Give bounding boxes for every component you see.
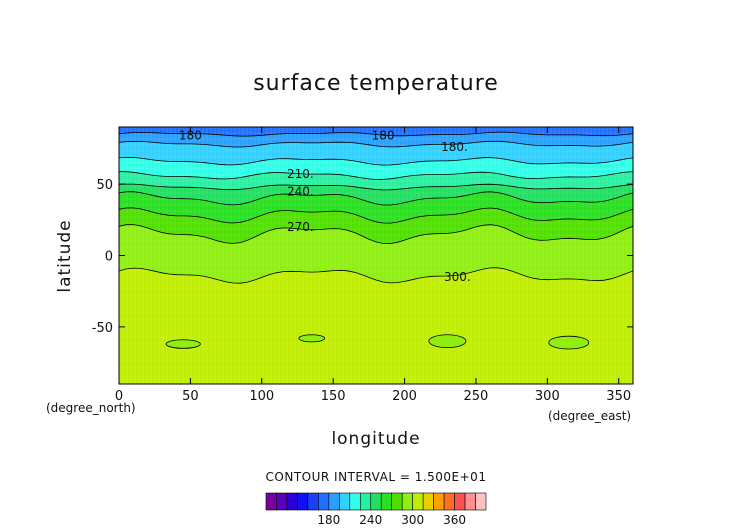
y-axis-ticks: -50 0 50: [92, 178, 633, 336]
colorbar-cell: [286, 492, 298, 511]
contour-line: [119, 224, 633, 245]
cold-patches: [165, 334, 590, 350]
colorbar-cell: [443, 492, 455, 511]
contour-label: 300.: [444, 270, 471, 284]
colorbar-cell: [276, 492, 288, 511]
colorbar-cell: [464, 492, 476, 511]
y-axis-label: latitude: [55, 219, 75, 292]
contour-line: [119, 207, 633, 224]
colorbar-tick-label: 360: [443, 513, 466, 527]
contour-label: 270.: [287, 220, 314, 234]
colorbar-cell: [307, 492, 319, 511]
colorbar-cell: [339, 492, 351, 511]
contour-labels: 180 180 180. 210. 240. 270. 300.: [179, 129, 471, 284]
contour-line: [119, 171, 633, 180]
cold-patch: [165, 339, 201, 349]
colorbar-cell: [265, 492, 277, 511]
contour-interval-text: CONTOUR INTERVAL = 1.500E+01: [266, 470, 487, 484]
colorbar-tick-labels: 180 240 300 360: [317, 513, 466, 527]
contour-label: 210.: [287, 167, 314, 181]
temperature-bands: [119, 127, 633, 384]
y-unit-label: (degree_north): [46, 401, 136, 415]
cold-patch: [548, 335, 590, 350]
colorbar-cell: [349, 492, 361, 511]
colorbar-cell: [422, 492, 434, 511]
colorbar-tick-label: 180: [317, 513, 340, 527]
contour-label: 240.: [287, 184, 314, 198]
x-tick-label: 150: [321, 389, 346, 404]
contour-line: [119, 140, 633, 148]
x-tick-label: 350: [606, 389, 631, 404]
x-tick-label: 0: [115, 389, 123, 404]
fine-grid-overlay: [119, 127, 633, 384]
x-tick-label: 100: [249, 389, 274, 404]
colorbar-cell: [412, 492, 424, 511]
colorbar-cell: [297, 492, 309, 511]
contour-lines: [119, 131, 633, 284]
colorbar-tick-label: 240: [359, 513, 382, 527]
x-axis-label: longitude: [331, 429, 420, 449]
colorbar-cell: [318, 492, 330, 511]
band-fill: [119, 127, 633, 137]
colorbar-cell: [328, 492, 340, 511]
cold-patch: [428, 334, 467, 348]
contour-line: [119, 267, 633, 284]
colorbar-cell: [475, 492, 487, 511]
colorbar-cell: [391, 492, 403, 511]
x-tick-label: 200: [392, 389, 417, 404]
contour-line: [119, 191, 633, 206]
contour-label: 180: [179, 129, 202, 143]
x-tick-label: 50: [182, 389, 199, 404]
contour-line: [119, 156, 633, 166]
colorbar-cell: [401, 492, 413, 511]
colorbar-cell: [359, 492, 372, 511]
x-axis-ticks: 0 50 100 150 200 250 300 350: [115, 127, 631, 404]
colorbar-cell: [454, 492, 466, 511]
colorbar-cell: [380, 492, 393, 511]
colorbar-cell: [370, 492, 382, 511]
x-tick-label: 250: [464, 389, 489, 404]
colorbar-cell: [433, 492, 445, 511]
colorbar-tick-label: 300: [401, 513, 424, 527]
colorbar: [265, 492, 487, 511]
contour-label: 180.: [441, 140, 468, 154]
cold-patch: [298, 334, 325, 343]
plot-area: [119, 127, 633, 384]
x-unit-label: (degree_east): [548, 409, 631, 423]
contour-label: 180: [372, 129, 395, 143]
contour-line: [119, 183, 633, 191]
y-tick-label: -50: [92, 321, 113, 336]
chart-title: surface temperature: [253, 71, 499, 96]
y-tick-label: 0: [105, 250, 113, 265]
contour-line: [119, 131, 633, 137]
x-tick-label: 300: [535, 389, 560, 404]
y-tick-label: 50: [96, 178, 113, 193]
